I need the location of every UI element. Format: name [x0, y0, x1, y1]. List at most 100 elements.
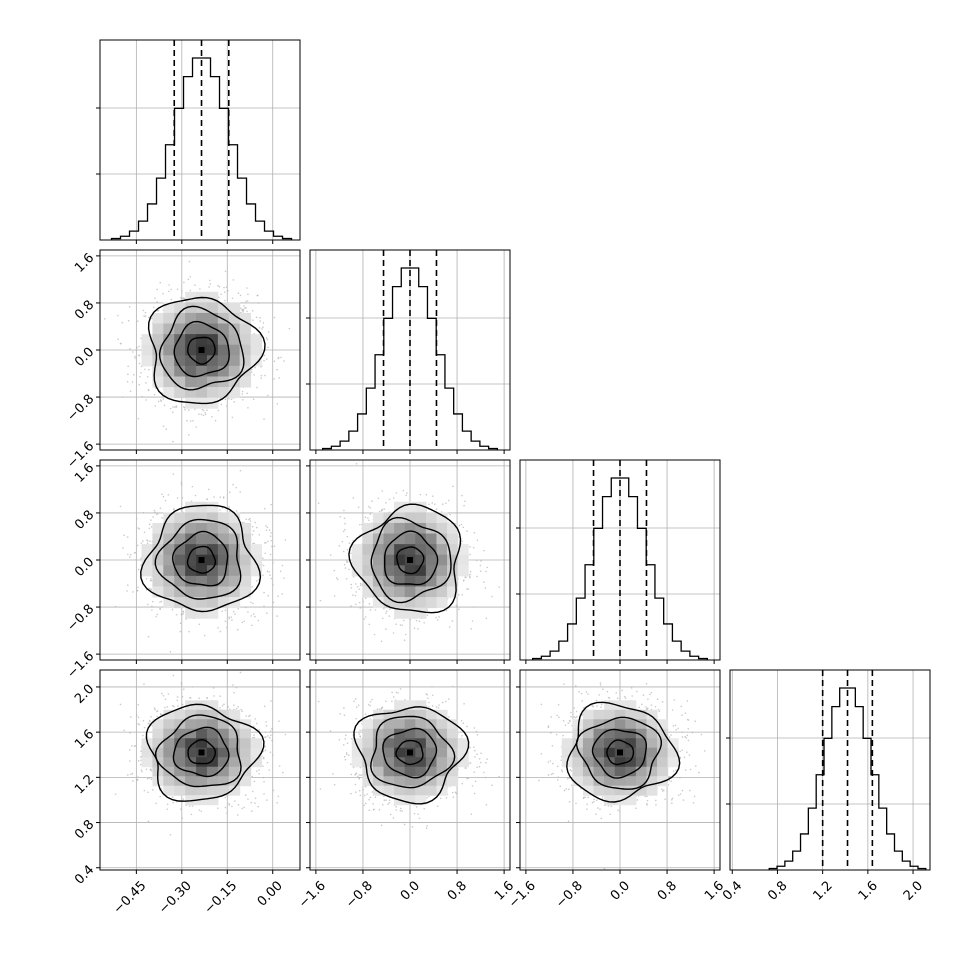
- sample-point: [173, 406, 176, 408]
- sample-point: [228, 397, 230, 400]
- sample-point: [359, 584, 362, 586]
- sample-point: [388, 615, 391, 617]
- sample-point: [258, 327, 261, 329]
- density-cell: [163, 312, 175, 325]
- sample-point: [461, 444, 463, 446]
- density-cell: [250, 565, 263, 577]
- sample-point: [373, 633, 376, 636]
- sample-point: [270, 532, 272, 534]
- sample-point: [175, 405, 178, 407]
- sample-point: [469, 573, 471, 576]
- sample-point: [359, 607, 362, 609]
- sample-point: [126, 590, 128, 592]
- sample-point: [136, 589, 139, 592]
- sample-point: [129, 553, 132, 556]
- sample-point: [179, 296, 182, 299]
- sample-point: [338, 545, 341, 547]
- sample-point: [268, 571, 271, 573]
- sample-point: [223, 286, 225, 289]
- sample-point: [144, 368, 146, 371]
- sample-point: [266, 612, 268, 614]
- sample-point: [171, 608, 174, 611]
- sample-point: [122, 396, 124, 398]
- sample-point: [232, 610, 235, 613]
- sample-point: [381, 490, 384, 492]
- sample-point: [266, 394, 269, 397]
- sample-point: [352, 539, 355, 542]
- density-cell: [152, 575, 164, 587]
- density-cell: [196, 597, 208, 609]
- density-cell: [196, 533, 208, 545]
- sample-point: [228, 491, 231, 494]
- sample-point: [479, 570, 482, 573]
- density-cell: [163, 586, 175, 598]
- sample-point: [225, 405, 228, 407]
- sample-point: [180, 481, 183, 484]
- sample-point: [230, 616, 233, 618]
- sample-point: [342, 550, 345, 553]
- sample-point: [241, 521, 243, 524]
- sample-point: [269, 553, 272, 556]
- sample-point: [265, 541, 267, 544]
- sample-point: [267, 540, 269, 543]
- contour-line: [154, 518, 242, 600]
- sample-point: [418, 620, 421, 623]
- density-cell: [152, 355, 164, 367]
- sample-point: [240, 307, 242, 310]
- sample-point: [462, 526, 465, 529]
- sample-point: [419, 493, 422, 496]
- density-cell: [228, 334, 241, 346]
- sample-point: [148, 527, 151, 530]
- density-cell: [228, 575, 241, 587]
- sample-point: [244, 307, 246, 309]
- density-cell: [228, 586, 241, 598]
- sample-point: [227, 290, 229, 292]
- sample-point: [368, 623, 371, 626]
- sample-point: [229, 511, 231, 513]
- sample-point: [352, 575, 355, 578]
- density-cell: [185, 565, 197, 577]
- sample-point: [280, 356, 282, 359]
- sample-point: [194, 284, 196, 286]
- sample-point: [259, 320, 262, 322]
- sample-point: [251, 586, 253, 588]
- sample-point: [395, 492, 398, 494]
- density-cell: [239, 544, 252, 556]
- density-cell: [217, 586, 230, 598]
- sample-point: [253, 374, 255, 376]
- density-cell: [239, 522, 252, 535]
- sample-point: [263, 418, 265, 420]
- sample-point: [198, 623, 201, 626]
- sample-point: [145, 382, 147, 384]
- sample-point: [142, 309, 145, 312]
- sample-point: [269, 574, 271, 576]
- sample-point: [117, 314, 119, 317]
- sample-point: [363, 618, 365, 620]
- sample-point: [369, 609, 372, 611]
- contour-line: [186, 545, 216, 574]
- density-cell: [185, 607, 197, 619]
- sample-point: [137, 527, 139, 529]
- sample-point: [284, 539, 287, 541]
- sample-point: [200, 413, 203, 416]
- sample-point: [140, 557, 142, 560]
- density-cell: [174, 533, 186, 545]
- sample-point: [473, 531, 476, 534]
- sample-point: [195, 426, 198, 428]
- sample-point: [148, 368, 150, 371]
- sample-point: [364, 597, 367, 600]
- density-cell: [206, 597, 219, 609]
- density-cell: [174, 323, 186, 335]
- sample-point: [483, 581, 485, 583]
- density-cell: [185, 512, 197, 524]
- sample-point: [169, 650, 172, 653]
- sample-point: [469, 576, 471, 579]
- sample-point: [276, 368, 278, 371]
- density-cell: [152, 344, 164, 356]
- hist-panel-0: [96, 39, 301, 244]
- sample-point: [137, 568, 140, 571]
- density-cell: [185, 376, 197, 388]
- sample-point: [377, 497, 380, 500]
- density-cell: [185, 522, 197, 535]
- density-cell: [217, 565, 230, 577]
